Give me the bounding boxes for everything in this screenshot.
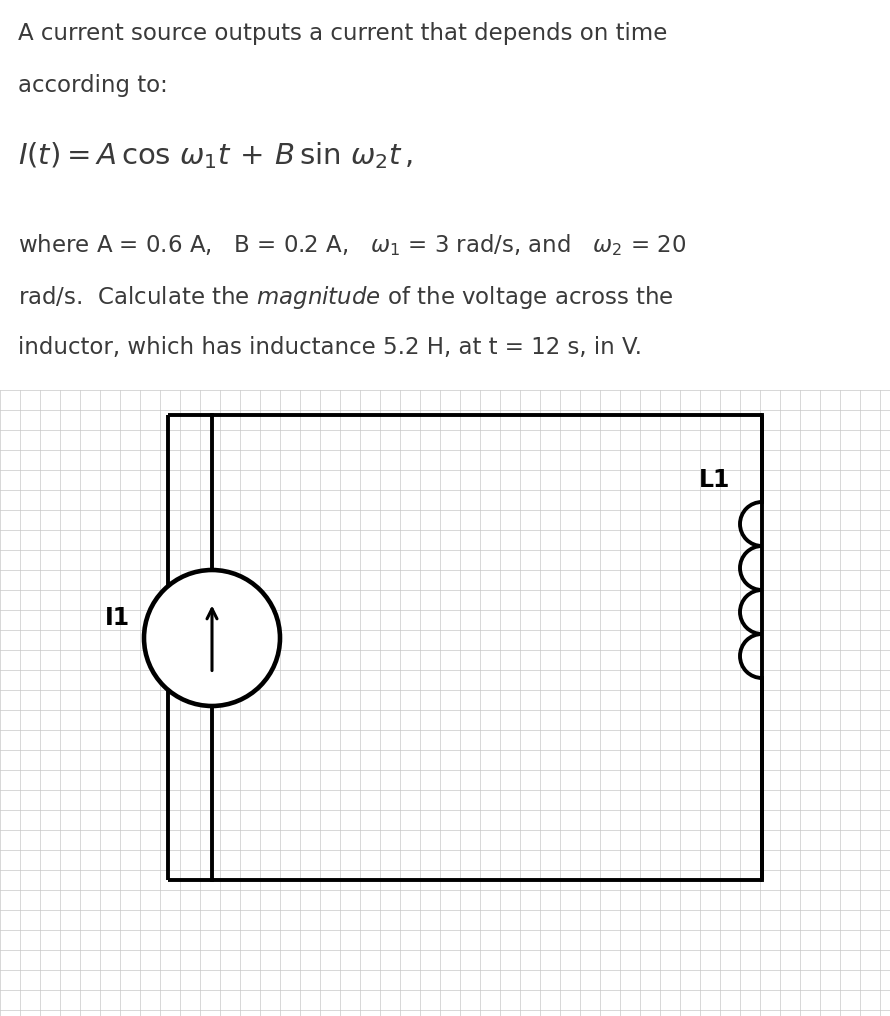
Text: $I(t) = A\,\cos\,\omega_1 t\, +\, B\,\sin\,\omega_2 t\,,$: $I(t) = A\,\cos\,\omega_1 t\, +\, B\,\si…: [18, 140, 413, 171]
Text: L1: L1: [699, 468, 730, 492]
Text: I1: I1: [105, 606, 130, 630]
Text: rad/s.  Calculate the $\mathit{magnitude}$ of the voltage across the: rad/s. Calculate the $\mathit{magnitude}…: [18, 284, 674, 311]
Text: inductor, which has inductance 5.2 H, at t = 12 s, in V.: inductor, which has inductance 5.2 H, at…: [18, 336, 642, 359]
Text: according to:: according to:: [18, 74, 167, 97]
Text: A current source outputs a current that depends on time: A current source outputs a current that …: [18, 22, 667, 45]
Circle shape: [144, 570, 280, 706]
Text: where A = 0.6 A,   B = 0.2 A,   $\omega_1$ = 3 rad/s, and   $\omega_2$ = 20: where A = 0.6 A, B = 0.2 A, $\omega_1$ =…: [18, 232, 686, 258]
